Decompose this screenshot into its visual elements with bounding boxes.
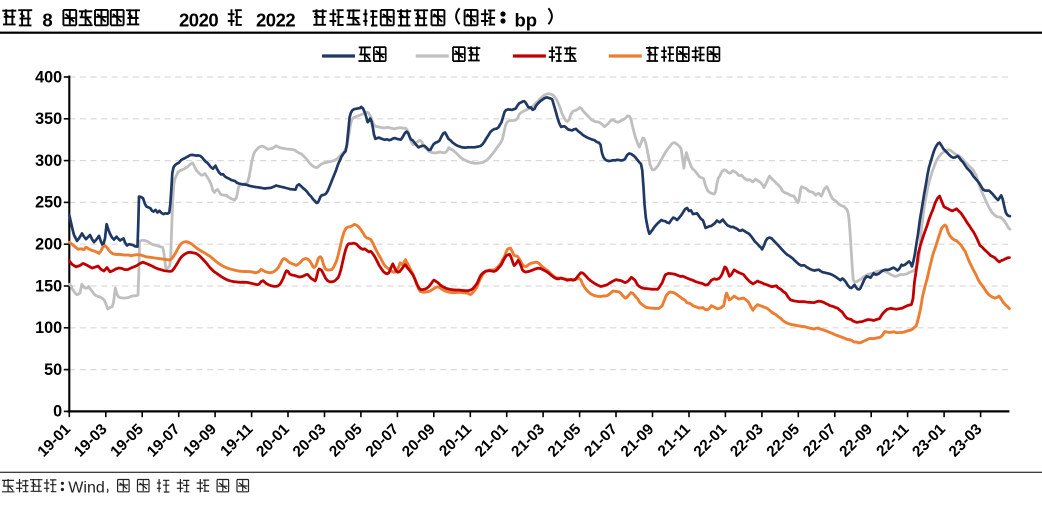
svg-text:8: 8	[42, 9, 52, 30]
svg-text:300: 300	[35, 152, 62, 170]
svg-text:2020: 2020	[179, 9, 218, 30]
svg-text:bp: bp	[515, 9, 538, 30]
svg-text:50: 50	[44, 361, 62, 379]
svg-text:150: 150	[35, 277, 62, 295]
svg-text:350: 350	[35, 110, 62, 128]
svg-text:250: 250	[35, 194, 62, 212]
svg-text:2022: 2022	[256, 9, 295, 30]
svg-text:Wind: Wind	[68, 480, 104, 497]
svg-text:0: 0	[53, 403, 62, 421]
svg-text:400: 400	[35, 68, 62, 86]
svg-text:100: 100	[35, 319, 62, 337]
svg-text:200: 200	[35, 236, 62, 254]
